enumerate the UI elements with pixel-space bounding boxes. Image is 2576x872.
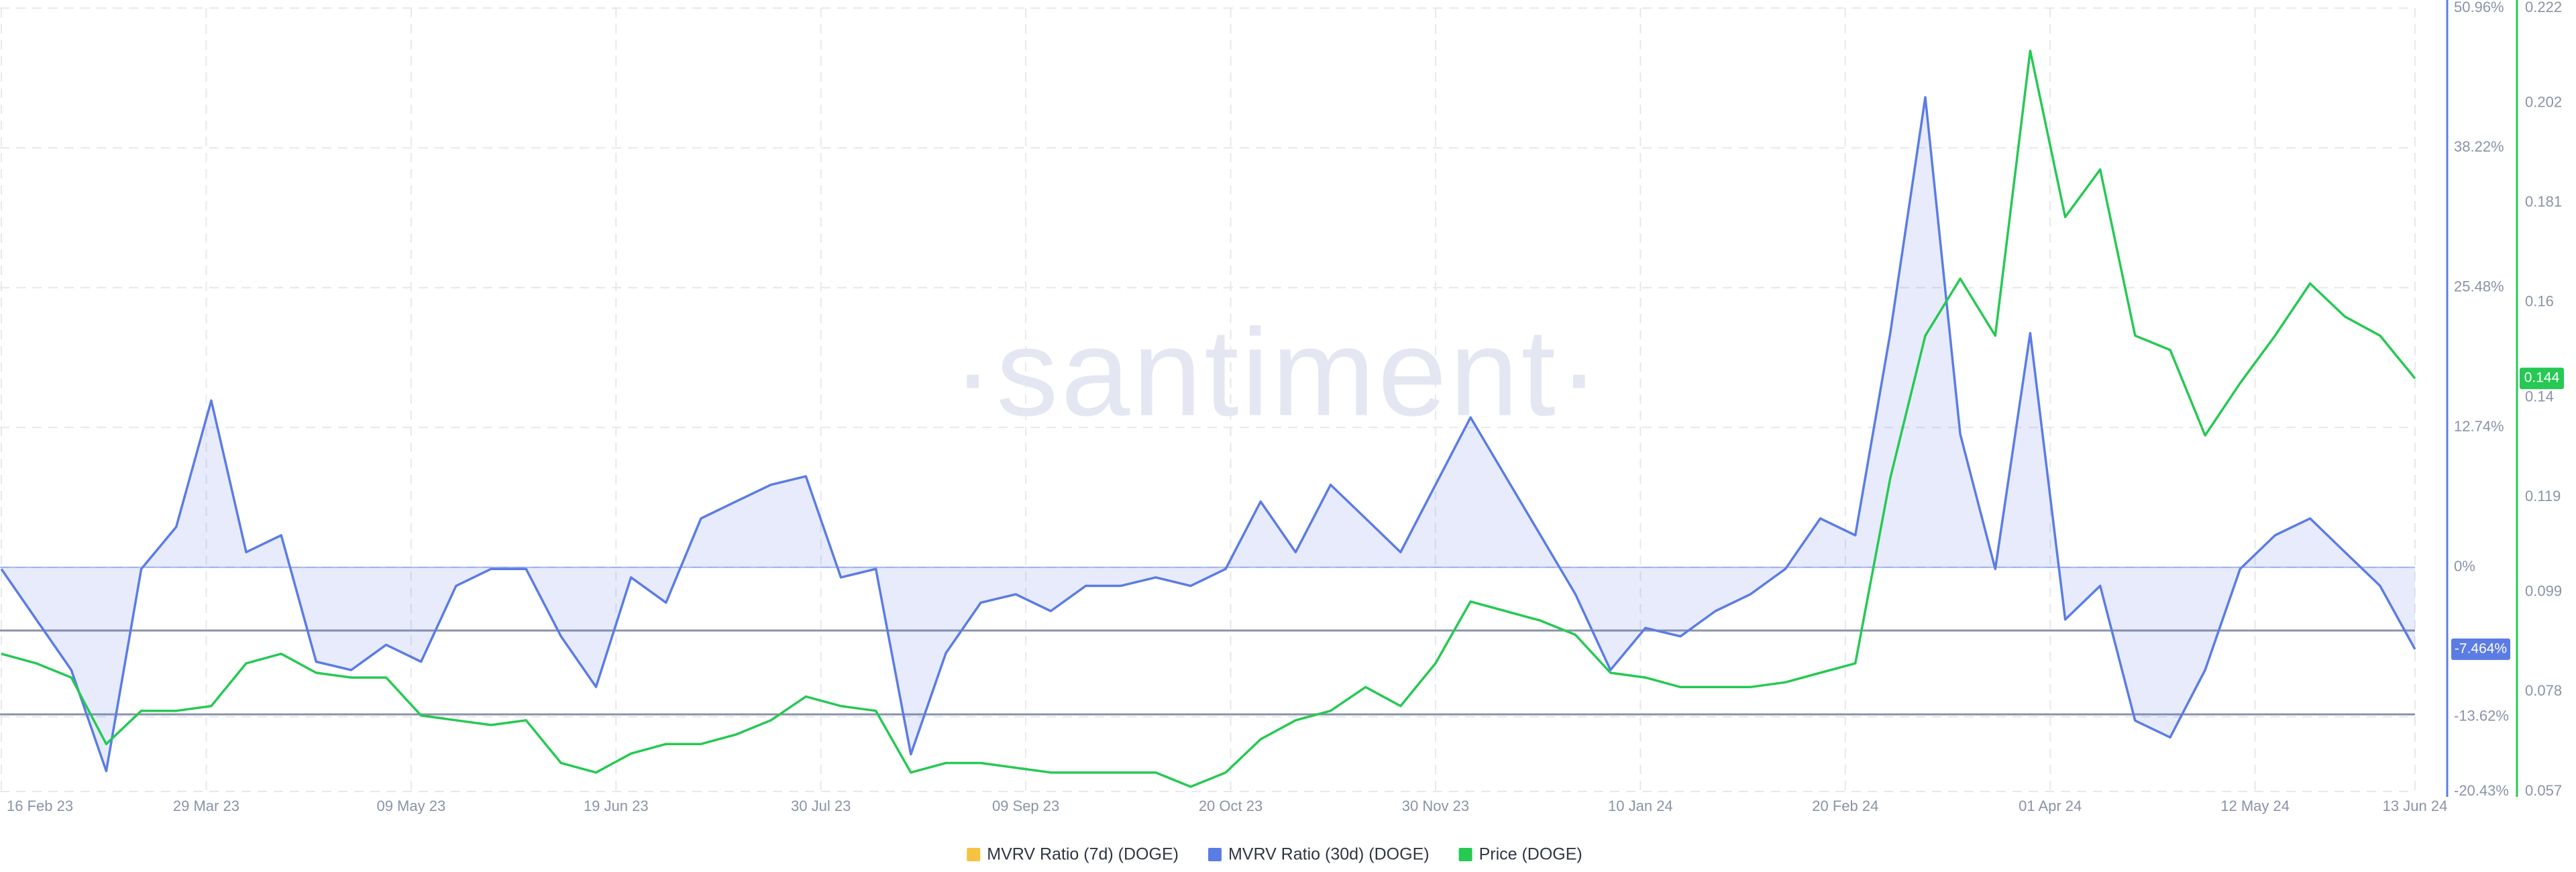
y2-tick-label: 0.16 — [2525, 293, 2554, 310]
y-tick-label: 0% — [2454, 558, 2475, 575]
legend-label: MVRV Ratio (30d) (DOGE) — [1228, 845, 1430, 864]
x-tick-label: 09 May 23 — [376, 798, 445, 814]
y-tick-label: 38.22% — [2454, 138, 2504, 155]
x-tick-label: 16 Feb 23 — [7, 798, 73, 814]
series-line — [0, 96, 2416, 773]
x-tick-label: 29 Mar 23 — [173, 798, 239, 814]
value-badge-label: 0.144 — [2524, 370, 2560, 386]
legend-swatch — [1458, 848, 1472, 861]
legend-label: Price (DOGE) — [1479, 845, 1582, 864]
legend-swatch — [967, 848, 981, 861]
x-tick-label: 30 Nov 23 — [1402, 798, 1469, 814]
x-tick-label: 19 Jun 23 — [584, 798, 649, 814]
value-badge — [2520, 368, 2564, 390]
x-tick-label: 01 Apr 24 — [2019, 798, 2082, 814]
y2-tick-label: 0.202 — [2525, 93, 2562, 110]
y2-tick-label: 0.222 — [2525, 0, 2562, 15]
value-badge — [2451, 638, 2510, 660]
legend-label: MVRV Ratio (7d) (DOGE) — [987, 845, 1179, 864]
y-tick-label: 25.48% — [2454, 278, 2504, 295]
y2-tick-label: 0.181 — [2525, 193, 2562, 210]
y-tick-label: 50.96% — [2454, 0, 2504, 15]
y2-tick-label: 0.14 — [2525, 388, 2554, 404]
x-tick-label: 12 May 24 — [2220, 798, 2290, 814]
legend: MVRV Ratio (7d) (DOGE) MVRV Ratio (30d) (… — [967, 845, 1582, 864]
x-tick-label: 10 Jan 24 — [1608, 798, 1673, 814]
value-badge-label: -7.464% — [2455, 641, 2507, 656]
series-line — [1, 49, 2416, 788]
y-tick-label: -20.43% — [2454, 782, 2509, 799]
x-tick-label: 20 Oct 23 — [1199, 798, 1263, 814]
y-tick-label: -13.62% — [2454, 707, 2509, 724]
y-tick-label: 12.74% — [2454, 418, 2504, 435]
x-tick-label: 09 Sep 23 — [992, 798, 1059, 814]
watermark: ·santiment· — [952, 304, 1602, 442]
area-fill — [1, 97, 2415, 771]
x-tick-label: 13 Jun 24 — [2383, 798, 2448, 814]
y2-tick-label: 0.057 — [2525, 782, 2562, 799]
x-tick-label: 30 Jul 23 — [791, 798, 851, 814]
legend-swatch — [1208, 848, 1222, 861]
y2-tick-label: 0.099 — [2525, 583, 2562, 600]
y2-tick-label: 0.119 — [2525, 488, 2561, 504]
x-tick-label: 20 Feb 24 — [1812, 798, 1878, 814]
y2-tick-label: 0.078 — [2525, 682, 2562, 699]
